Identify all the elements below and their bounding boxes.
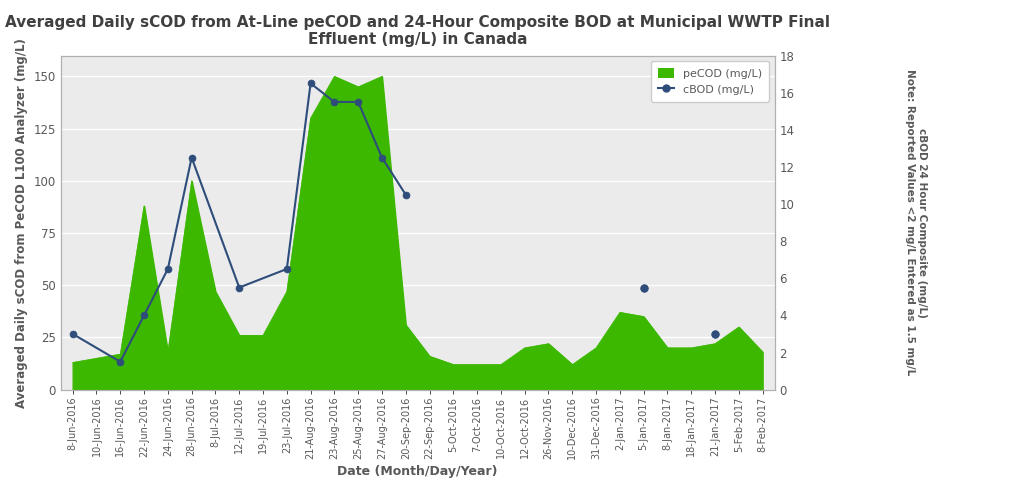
Title: Averaged Daily sCOD from At-Line peCOD and 24-Hour Composite BOD at Municipal WW: Averaged Daily sCOD from At-Line peCOD a… [5,15,830,47]
Y-axis label: Averaged Daily sCOD from PeCOD L100 Analyzer (mg/L): Averaged Daily sCOD from PeCOD L100 Anal… [15,37,28,408]
Legend: peCOD (mg/L), cBOD (mg/L): peCOD (mg/L), cBOD (mg/L) [651,61,769,102]
Y-axis label: cBOD 24 Hour Composite (mg/L)
Note: Reported Values <2 mg/L Entered as 1.5 mg/L: cBOD 24 Hour Composite (mg/L) Note: Repo… [905,70,927,376]
X-axis label: Date (Month/Day/Year): Date (Month/Day/Year) [337,465,498,478]
